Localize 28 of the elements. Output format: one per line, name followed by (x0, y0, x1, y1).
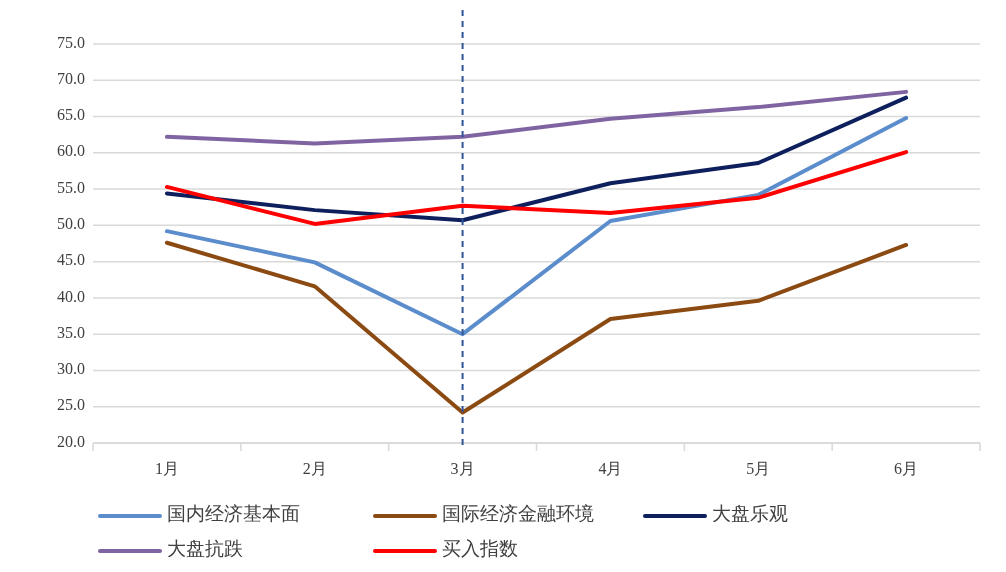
y-tick-label: 75.0 (57, 33, 85, 51)
y-tick-label: 25.0 (57, 396, 85, 414)
y-tick-label: 50.0 (57, 215, 85, 233)
x-tick-label: 6月 (894, 459, 919, 477)
x-tick-label: 1月 (154, 459, 179, 477)
x-tick-label: 2月 (302, 459, 327, 477)
y-tick-label: 35.0 (57, 323, 85, 341)
y-tick-label: 20.0 (57, 432, 85, 450)
x-tick-label: 4月 (598, 459, 623, 477)
line-series (164, 150, 909, 226)
y-tick-label: 65.0 (57, 106, 85, 124)
y-tick-label: 70.0 (57, 69, 85, 87)
y-tick-label: 60.0 (57, 142, 85, 160)
x-tick-label: 5月 (746, 459, 771, 477)
legend-label: 国际经济金融环境 (442, 503, 594, 525)
y-tick-label: 30.0 (57, 360, 85, 378)
line-series (164, 240, 909, 415)
y-tick-label: 40.0 (57, 287, 85, 305)
y-tick-label: 55.0 (57, 178, 85, 196)
x-tick-label: 3月 (450, 459, 475, 477)
legend-label: 国内经济基本面 (167, 503, 300, 525)
line-series (164, 89, 909, 146)
legend-label: 大盘乐观 (712, 503, 788, 525)
line-series (164, 116, 909, 337)
line-series (164, 95, 909, 223)
legend-label: 买入指数 (442, 538, 518, 560)
legend-label: 大盘抗跌 (167, 538, 243, 560)
y-tick-label: 45.0 (57, 251, 85, 269)
